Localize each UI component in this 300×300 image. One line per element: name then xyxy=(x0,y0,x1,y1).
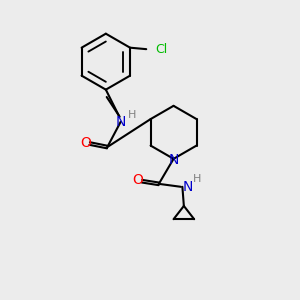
Text: N: N xyxy=(116,115,126,129)
Text: H: H xyxy=(193,174,201,184)
Text: O: O xyxy=(132,173,143,187)
Text: N: N xyxy=(182,180,193,194)
Text: N: N xyxy=(168,153,179,167)
Text: H: H xyxy=(128,110,136,120)
Text: O: O xyxy=(80,136,91,150)
Text: Cl: Cl xyxy=(155,43,167,56)
